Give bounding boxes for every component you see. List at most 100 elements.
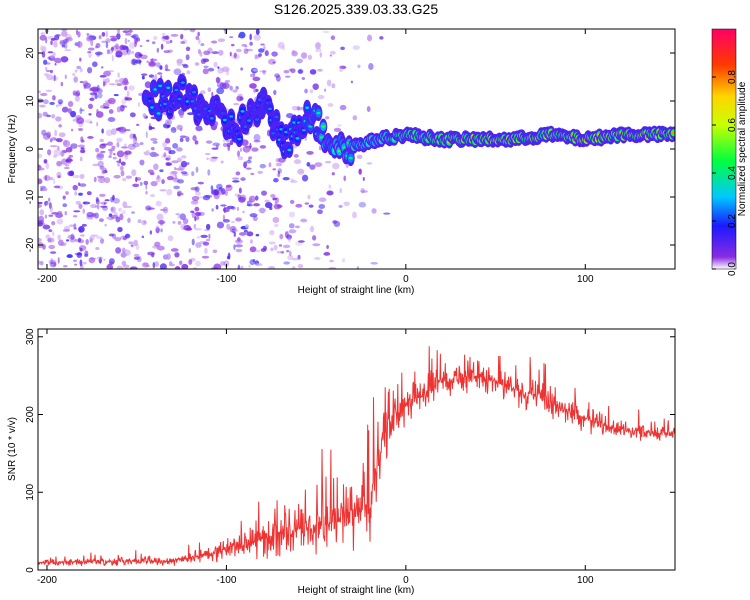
spectrogram-noise-cell bbox=[163, 50, 170, 54]
spectrogram-noise-cell bbox=[383, 212, 391, 215]
spectrogram-noise-cell bbox=[48, 229, 53, 232]
spectrogram-noise-cell bbox=[38, 237, 42, 243]
spectrogram-noise-cell bbox=[339, 67, 343, 73]
spectrogram-noise-cell bbox=[185, 54, 190, 61]
spectrogram-noise-cell bbox=[309, 225, 315, 233]
spectrogram-noise-cell bbox=[132, 183, 140, 188]
spectrogram-noise-cell bbox=[78, 225, 85, 233]
spectrogram-noise-cell bbox=[116, 106, 122, 113]
spectrogram-noise-cell bbox=[289, 250, 292, 257]
spectrogram-noise-cell bbox=[240, 67, 244, 71]
spectrogram-noise-cell bbox=[306, 150, 314, 155]
spectrogram-noise-cell bbox=[53, 149, 62, 156]
spectrogram-noise-cell bbox=[42, 59, 48, 65]
spectrogram-noise-cell bbox=[79, 80, 84, 83]
spectrogram-noise-cell bbox=[53, 74, 56, 82]
spectrogram-noise-cell bbox=[120, 161, 126, 166]
spectrogram-noise-cell bbox=[301, 174, 309, 182]
spectrogram-noise-cell bbox=[79, 183, 87, 187]
spectrogram-noise-cell bbox=[131, 244, 134, 247]
spectrogram-ridge-core bbox=[287, 148, 292, 152]
spectrogram-noise-cell bbox=[67, 108, 72, 114]
spectrogram-noise-cell bbox=[249, 246, 257, 253]
spectrogram-noise-cell bbox=[219, 82, 227, 90]
spectrogram-noise-cell bbox=[92, 163, 99, 167]
spectrogram-noise-cell bbox=[327, 103, 334, 107]
spectrogram-noise-cell bbox=[295, 225, 300, 229]
spectrogram-noise-cell bbox=[112, 197, 120, 204]
spectrogram-noise-cell bbox=[137, 219, 142, 224]
spectrogram-noise-cell bbox=[72, 72, 76, 77]
spectrogram-noise-cell bbox=[72, 215, 78, 218]
spectrogram-noise-cell bbox=[297, 240, 305, 243]
spectrogram-ridge-core bbox=[259, 110, 264, 113]
spectrogram-noise-cell bbox=[326, 79, 332, 87]
spectrogram-noise-cell bbox=[136, 255, 142, 263]
spectrogram-noise-cell bbox=[362, 177, 365, 181]
spectrogram-noise-cell bbox=[57, 239, 64, 246]
spectrogram-noise-cell bbox=[48, 244, 56, 250]
spectrogram-noise-cell bbox=[235, 248, 243, 253]
spectrogram-noise-cell bbox=[272, 197, 278, 201]
spectrogram-noise-cell bbox=[291, 105, 299, 111]
spectrogram-noise-cell bbox=[72, 118, 78, 122]
spectrogram-noise-cell bbox=[255, 233, 260, 237]
spectrogram-noise-cell bbox=[57, 234, 61, 240]
spectrogram-noise-cell bbox=[200, 234, 208, 238]
spectrogram-noise-cell bbox=[245, 167, 252, 170]
spectrogram-noise-cell bbox=[89, 97, 95, 102]
spectrogram-noise-cell bbox=[194, 140, 199, 145]
spectrogram-noise-cell bbox=[179, 128, 183, 132]
spectrogram-noise-cell bbox=[371, 208, 377, 214]
spectrogram-noise-cell bbox=[211, 51, 219, 55]
spectrogram-noise-cell bbox=[229, 139, 234, 146]
spectrogram-noise-cell bbox=[249, 213, 258, 218]
spectrogram-noise-cell bbox=[199, 90, 206, 95]
spectrogram-noise-cell bbox=[124, 96, 129, 101]
spectrogram-noise-cell bbox=[62, 229, 71, 232]
spectrogram-noise-cell bbox=[221, 66, 230, 72]
spectrogram-noise-cell bbox=[218, 49, 224, 56]
spectrogram-noise-cell bbox=[341, 258, 346, 263]
spectrogram-noise-cell bbox=[165, 119, 173, 126]
spectrogram-noise-cell bbox=[216, 87, 225, 95]
spectrogram-noise-cell bbox=[179, 137, 184, 143]
spectrogram-noise-cell bbox=[245, 160, 252, 164]
spectrogram-noise-cell bbox=[308, 204, 314, 208]
colorbar-tick-label: 0.8 bbox=[727, 70, 738, 84]
spectrogram-noise-cell bbox=[145, 183, 148, 190]
spectrogram-noise-cell bbox=[95, 205, 98, 208]
spectrogram-noise-cell bbox=[92, 234, 99, 237]
spectrogram-noise-cell bbox=[62, 195, 66, 200]
snr-y-ticks: 0 100 200 300 bbox=[25, 328, 675, 573]
spectrogram-noise-cell bbox=[281, 45, 286, 51]
spectrogram-noise-cell bbox=[48, 202, 52, 209]
spectrogram-noise-cell bbox=[162, 141, 167, 148]
spectrogram-noise-cell bbox=[217, 66, 220, 69]
spectrogram-noise-cell bbox=[69, 171, 74, 176]
snr-x-tick-label: -200 bbox=[37, 575, 57, 586]
spectrogram-noise-cell bbox=[120, 170, 125, 177]
spectrogram-x-label: Height of straight line (km) bbox=[298, 285, 415, 296]
spectrogram-noise-cell bbox=[88, 113, 92, 116]
spectrogram-noise-cell bbox=[288, 223, 295, 229]
spectrogram-noise-cell bbox=[273, 244, 278, 251]
spectrogram-noise-cell bbox=[159, 263, 167, 269]
spectrogram-noise-cell bbox=[285, 75, 291, 78]
spectrogram-noise-cell bbox=[110, 37, 118, 42]
spectrogram-noise-cell bbox=[255, 29, 260, 35]
spectrogram-noise-cell bbox=[190, 210, 195, 213]
spectrogram-noise-cell bbox=[237, 194, 242, 200]
spectrogram-noise-cell bbox=[54, 62, 57, 66]
spectrogram-noise-cell bbox=[275, 162, 283, 167]
spectrogram-noise-cell bbox=[99, 193, 106, 197]
spectrogram-noise-cell bbox=[237, 264, 241, 269]
spectrogram-noise-cell bbox=[134, 51, 142, 59]
spectrogram-noise-cell bbox=[161, 179, 165, 185]
spectrogram-noise-cell bbox=[356, 154, 363, 160]
spectrogram-noise-cell bbox=[95, 147, 100, 153]
spectrogram-noise-cell bbox=[113, 211, 118, 216]
spectrogram-noise-cell bbox=[121, 105, 128, 108]
spectrogram-noise-cell bbox=[65, 239, 70, 242]
